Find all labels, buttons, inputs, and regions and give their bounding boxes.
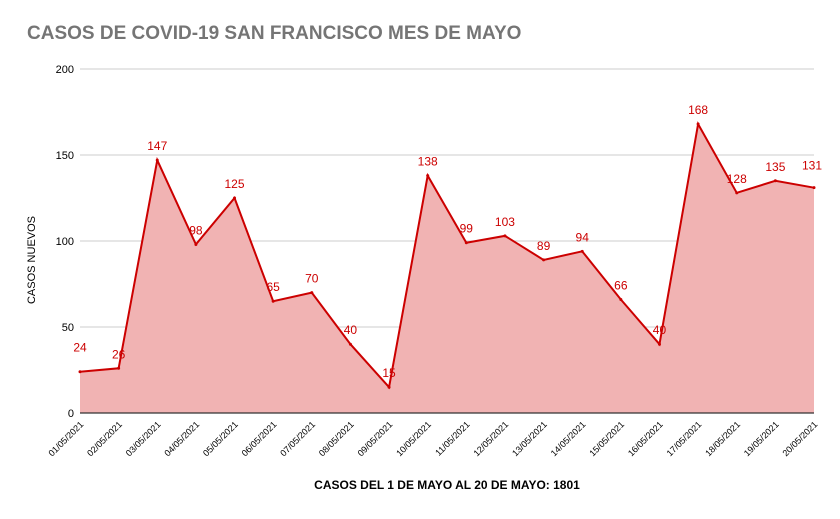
area-fill [80,124,814,413]
data-label: 66 [614,278,628,292]
data-label: 15 [382,366,396,380]
data-point [657,342,661,346]
data-point [233,196,237,200]
x-tick-label: 19/05/2021 [742,419,781,458]
data-point [348,342,352,346]
data-label: 70 [305,272,319,286]
y-tick-label: 150 [56,150,74,162]
y-tick-label: 0 [68,408,74,420]
x-tick-label: 10/05/2021 [394,419,433,458]
x-tick-label: 02/05/2021 [85,419,124,458]
data-label: 135 [765,160,785,174]
data-point [619,297,623,301]
data-point [387,385,391,389]
x-tick-label: 12/05/2021 [471,419,510,458]
data-label: 99 [460,222,474,236]
data-point [503,234,507,238]
x-tick-label: 01/05/2021 [46,419,85,458]
x-tick-label: 08/05/2021 [317,419,356,458]
data-label: 94 [576,230,590,244]
data-label: 125 [225,177,245,191]
data-point [117,366,121,370]
chart-title: CASOS DE COVID-19 SAN FRANCISCO MES DE M… [27,23,522,44]
data-point [735,191,739,195]
y-tick-label: 200 [56,64,74,76]
x-tick-label: 16/05/2021 [626,419,665,458]
x-tick-label: 17/05/2021 [665,419,704,458]
x-axis-label: CASOS DEL 1 DE MAYO AL 20 DE MAYO: 1801 [314,478,580,492]
x-tick-label: 20/05/2021 [780,419,819,458]
data-label: 131 [802,159,822,173]
data-point [78,370,82,374]
y-tick-label: 50 [62,322,74,334]
data-label: 128 [727,172,747,186]
data-point [310,291,314,295]
x-tick-label: 03/05/2021 [124,419,163,458]
data-label: 168 [688,103,708,117]
x-tick-label: 05/05/2021 [201,419,240,458]
data-label: 40 [653,323,667,337]
data-label: 89 [537,239,551,253]
data-label: 26 [112,347,126,361]
x-tick-label: 13/05/2021 [510,419,549,458]
data-point [271,299,275,303]
data-label: 24 [73,341,87,355]
data-point [580,249,584,253]
x-tick-label: 11/05/2021 [433,419,471,457]
x-tick-label: 04/05/2021 [162,419,201,458]
y-tick-label: 100 [56,236,74,248]
x-tick-label: 15/05/2021 [587,419,626,458]
data-label: 98 [189,223,203,237]
series-line [79,121,815,390]
data-point [194,242,198,246]
data-point [696,122,700,126]
x-tick-label: 06/05/2021 [240,419,279,458]
data-point [426,174,430,178]
data-point [812,186,816,190]
data-point [773,179,777,183]
x-tick-label: 14/05/2021 [549,419,588,458]
x-tick-label: 09/05/2021 [356,419,395,458]
data-label: 138 [418,155,438,169]
data-label: 103 [495,215,515,229]
data-point [155,158,159,162]
x-tick-label: 07/05/2021 [278,419,317,458]
data-label: 65 [266,280,280,294]
x-tick-label: 18/05/2021 [703,419,742,458]
data-point [464,241,468,245]
data-label: 147 [147,139,167,153]
data-point [542,258,546,262]
data-label: 40 [344,323,358,337]
